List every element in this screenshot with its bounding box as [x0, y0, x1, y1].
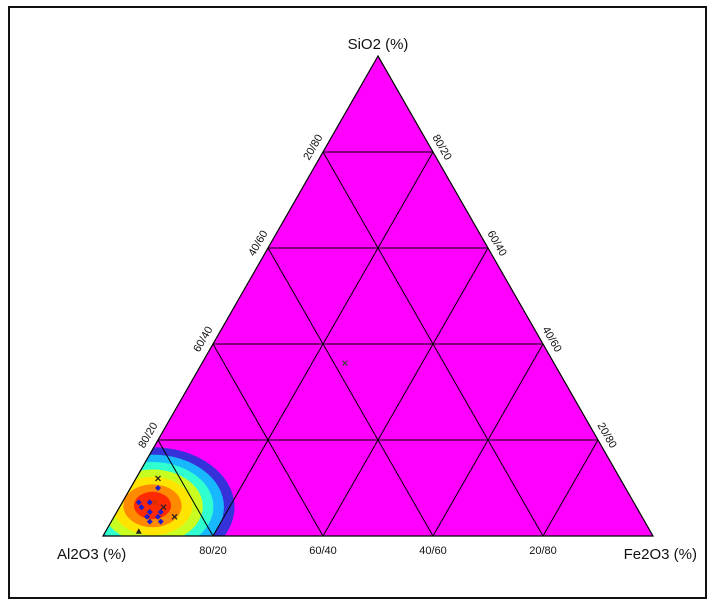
data-point	[342, 360, 348, 367]
data-points	[135, 360, 348, 534]
ternary-grid	[157, 151, 599, 537]
ternary-outline	[101, 54, 655, 537]
bottom-edge-tick: 40/60	[419, 545, 447, 557]
grid-line-fe2o3	[322, 247, 489, 537]
data-point	[138, 504, 145, 511]
data-point	[155, 513, 161, 520]
grid-line-fe2o3	[542, 439, 599, 537]
vertex-label-top: SiO2 (%)	[348, 36, 409, 53]
data-point	[155, 485, 161, 491]
data-point	[160, 504, 167, 511]
data-point	[135, 528, 142, 534]
ternary-background	[103, 56, 653, 536]
vertex-label-right: Fe2O3 (%)	[624, 546, 697, 563]
grid-line-fe2o3	[432, 343, 544, 537]
data-point	[146, 518, 153, 525]
grid-line-al2o3	[157, 439, 214, 537]
data-point	[144, 513, 150, 520]
data-point	[152, 499, 159, 506]
bottom-edge-tick: 20/80	[529, 545, 557, 557]
grid-line-al2o3	[267, 247, 434, 537]
data-point	[157, 518, 164, 525]
data-point	[146, 499, 153, 506]
data-point	[155, 475, 161, 482]
bottom-edge-tick: 80/20	[199, 545, 227, 557]
grid-line-al2o3	[212, 343, 324, 537]
bottom-edge-tick: 60/40	[309, 545, 337, 557]
vertex-label-left: Al2O3 (%)	[57, 546, 126, 563]
data-point	[171, 513, 178, 520]
data-point	[146, 509, 153, 515]
data-point	[157, 509, 164, 515]
data-point	[135, 499, 142, 506]
